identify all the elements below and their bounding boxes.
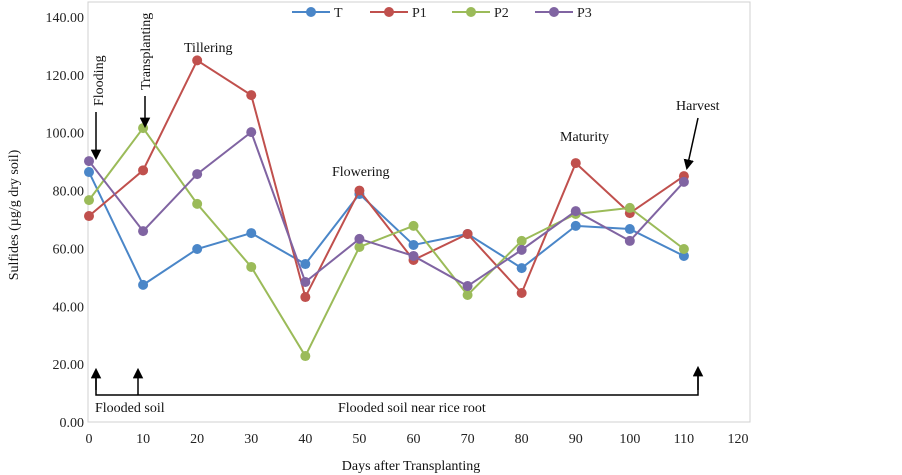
y-tick-label: 0.00 (60, 416, 85, 431)
data-point (138, 165, 149, 176)
y-tick-label: 100.00 (46, 127, 85, 142)
annotation-flooding: Flooding (92, 55, 107, 106)
legend-label: P1 (412, 6, 427, 21)
data-point (300, 351, 311, 362)
legend-item-T: T (292, 6, 343, 21)
data-point (678, 250, 689, 261)
x-tick-label: 110 (674, 432, 694, 447)
y-tick-label: 140.00 (46, 11, 85, 26)
data-point (408, 250, 419, 261)
plot-frame (87, 1, 751, 423)
data-point (624, 235, 635, 246)
data-point (138, 123, 149, 134)
data-point (246, 90, 257, 101)
data-point (192, 244, 203, 255)
data-point (624, 224, 635, 235)
legend-marker (384, 7, 394, 17)
series-P2 (84, 123, 689, 362)
data-point (192, 169, 203, 180)
series-line (88, 58, 685, 300)
legend-item-P1: P1 (370, 6, 427, 21)
data-point (570, 206, 581, 217)
soil-bracket (95, 370, 699, 396)
data-point (408, 239, 419, 250)
data-point (84, 195, 94, 206)
legend-item-P3: P3 (535, 6, 592, 21)
data-point (192, 55, 203, 66)
data-point (516, 287, 527, 298)
series-T (84, 167, 689, 290)
x-tick-label: 120 (728, 432, 749, 447)
y-tick-label: 20.00 (53, 358, 85, 373)
y-tick-label: 120.00 (46, 69, 85, 84)
x-tick-label: 80 (515, 432, 529, 447)
annotation-transplanting: Transplanting (139, 13, 154, 90)
y-axis-label: Sulfides (µg/g dry soil) (7, 149, 22, 280)
data-point (84, 156, 94, 167)
data-point (678, 244, 689, 255)
x-tick-label: 20 (190, 432, 204, 447)
legend-marker (549, 7, 559, 17)
annotation-flowering: Flowering (332, 165, 390, 180)
data-point (462, 228, 473, 239)
data-point (246, 261, 257, 272)
x-tick-label: 30 (244, 432, 258, 447)
data-point (354, 185, 365, 196)
x-tick-label: 40 (298, 432, 312, 447)
legend-marker (466, 7, 476, 17)
series-line (88, 126, 685, 359)
legend-item-P2: P2 (452, 6, 509, 21)
data-point (138, 279, 149, 290)
series-P3 (84, 127, 689, 292)
data-point (354, 233, 365, 244)
harvest-arrow (683, 117, 699, 171)
data-point (246, 228, 257, 239)
annotation-flooded-root: Flooded soil near rice root (338, 401, 486, 416)
data-point (462, 281, 473, 292)
annotation-flooded-soil: Flooded soil (95, 401, 165, 416)
data-point (138, 226, 149, 237)
data-point (84, 211, 94, 222)
data-point (624, 202, 635, 213)
legend-marker (306, 7, 316, 17)
data-point (570, 158, 581, 169)
legend-label: P3 (577, 6, 592, 21)
data-point (516, 235, 527, 246)
x-tick-label: 50 (352, 432, 366, 447)
annotation-tillering: Tillering (184, 41, 233, 56)
data-point (192, 198, 203, 209)
data-point (300, 276, 311, 287)
data-point (516, 244, 527, 255)
x-axis-label: Days after Transplanting (342, 459, 480, 474)
series-P1 (84, 55, 689, 303)
x-tick-label: 100 (619, 432, 640, 447)
legend-label: P2 (494, 6, 509, 21)
annotation-harvest: Harvest (676, 99, 720, 114)
y-tick-label: 60.00 (53, 242, 85, 257)
data-point (408, 220, 419, 231)
x-tick-label: 70 (461, 432, 475, 447)
data-point (246, 127, 257, 138)
x-tick-label: 10 (136, 432, 150, 447)
x-tick-label: 0 (86, 432, 93, 447)
data-point (300, 292, 311, 303)
data-point (462, 290, 473, 301)
series-line (88, 130, 685, 288)
y-tick-label: 40.00 (53, 300, 85, 315)
y-tick-label: 80.00 (53, 185, 85, 200)
annotation-maturity: Maturity (560, 130, 609, 145)
x-tick-label: 90 (569, 432, 583, 447)
data-point (300, 259, 311, 270)
data-point (84, 167, 94, 178)
legend-label: T (334, 6, 343, 21)
data-point (354, 241, 365, 252)
series-line (88, 171, 685, 287)
data-point (516, 263, 527, 274)
x-tick-label: 60 (407, 432, 421, 447)
data-point (678, 176, 689, 187)
data-point (570, 220, 581, 231)
